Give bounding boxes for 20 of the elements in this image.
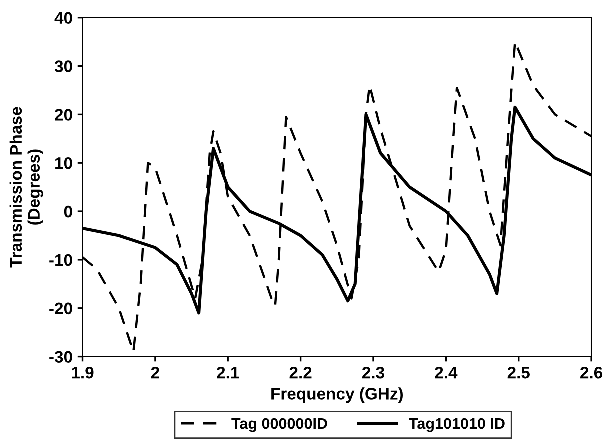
x-tick-label: 2.1: [217, 366, 240, 379]
x-tick-label: 2.6: [580, 366, 603, 379]
y-tick-label: 10: [56, 158, 72, 170]
x-tick-label: 2.4: [435, 366, 458, 379]
legend-label: Tag101010 ID: [409, 418, 505, 432]
x-tick-label: 1.9: [72, 366, 94, 379]
y-axis-title: Transmission Phase (Degrees): [10, 107, 44, 268]
x-tick-label: 2.3: [362, 366, 384, 379]
y-tick-label: -10: [50, 254, 72, 266]
y-tick-label: 20: [55, 109, 72, 121]
x-tick-label: 2.2: [290, 366, 312, 379]
y-tick-label: -20: [50, 302, 72, 315]
x-axis-title: Frequency (GHz): [272, 388, 403, 404]
y-tick-label: -30: [50, 351, 72, 364]
y-tick-label: 30: [54, 60, 72, 72]
legend-label: Tag 000000ID: [232, 418, 328, 432]
x-tick-label: 2.5: [508, 366, 530, 379]
x-tick-label: 2: [151, 366, 160, 379]
y-tick-label: 0: [64, 206, 72, 218]
y-tick-label: 40: [54, 12, 72, 24]
